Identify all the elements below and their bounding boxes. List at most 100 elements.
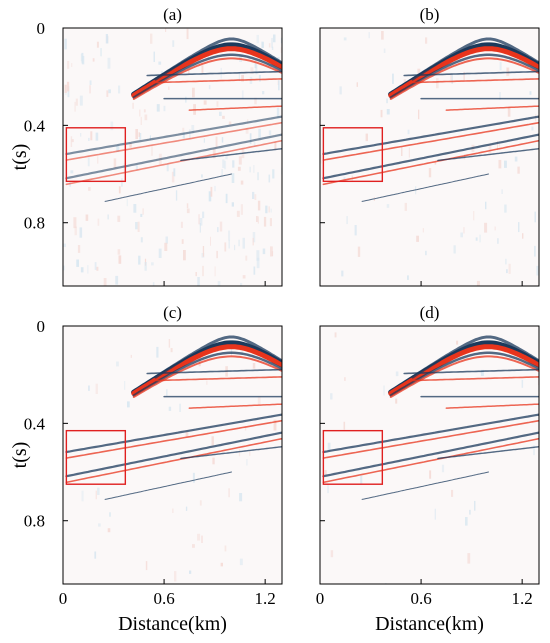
noise-speckle (271, 46, 274, 50)
noise-speckle (63, 265, 65, 271)
noise-speckle (441, 464, 445, 473)
noise-speckle (533, 445, 535, 456)
noise-speckle (133, 204, 137, 213)
noise-speckle (507, 106, 511, 117)
y-tick-label: 0 (37, 19, 46, 38)
noise-speckle (87, 265, 89, 274)
noise-speckle (109, 512, 111, 517)
noise-speckle (265, 205, 268, 214)
reflection-event (411, 376, 539, 382)
noise-speckle (139, 109, 141, 117)
noise-speckle (330, 393, 333, 400)
noise-speckle (107, 528, 111, 533)
noise-speckle (250, 67, 254, 74)
noise-speckle (522, 233, 524, 239)
noise-speckle (269, 218, 272, 227)
noise-speckle (254, 97, 257, 105)
noise-speckle (451, 74, 453, 84)
noise-speckle (135, 129, 138, 139)
noise-speckle (469, 509, 471, 515)
noise-speckle (271, 37, 273, 48)
noise-speckle (144, 262, 147, 271)
noise-speckle (88, 187, 91, 191)
noise-speckle (121, 178, 123, 187)
noise-speckle (339, 86, 342, 95)
noise-speckle (115, 275, 119, 285)
noise-speckle (182, 127, 185, 132)
noise-speckle (278, 80, 280, 91)
noise-speckle (208, 191, 212, 202)
reflection-event (180, 446, 282, 460)
noise-speckle (211, 436, 214, 446)
noise-speckle (497, 238, 499, 244)
noise-speckle (108, 89, 111, 94)
noise-speckle (67, 61, 70, 69)
reflection-event (180, 148, 282, 162)
noise-speckle (232, 160, 235, 168)
y-axis-label: t(s) (9, 144, 31, 171)
noise-speckle (156, 346, 159, 358)
noise-speckle (247, 119, 249, 124)
x-axis-label: Distance(km) (118, 613, 227, 635)
noise-speckle (274, 141, 277, 150)
noise-speckle (252, 191, 255, 199)
noise-speckle (166, 389, 168, 396)
noise-speckle (198, 357, 201, 367)
noise-speckle (201, 65, 204, 73)
noise-speckle (256, 216, 258, 222)
axes-frame (62, 325, 283, 585)
noise-speckle (70, 170, 74, 174)
noise-speckle (241, 90, 244, 100)
noise-speckle (95, 383, 98, 394)
highlight-box (65, 127, 127, 183)
y-tick-label: 0.8 (24, 512, 45, 531)
noise-speckle (142, 208, 144, 215)
noise-speckle (127, 401, 130, 408)
panel-a: 0 0.4 0.8 (a) t(s) (9, 5, 283, 287)
noise-speckle (221, 169, 223, 177)
noise-speckle (217, 227, 219, 233)
noise-speckle (180, 221, 183, 228)
noise-speckle (498, 159, 502, 169)
noise-speckle (242, 275, 246, 279)
reflection-event (65, 437, 282, 484)
reflection-event (146, 70, 282, 77)
noise-speckle (354, 225, 357, 236)
noise-speckle (118, 186, 121, 194)
noise-speckle (261, 41, 264, 48)
noise-speckle (240, 283, 243, 286)
noise-speckle (216, 101, 219, 107)
noise-speckle (244, 426, 247, 431)
noise-speckle (97, 487, 100, 495)
noise-speckle (105, 34, 108, 44)
noise-speckle (228, 239, 230, 249)
noise-speckle (253, 165, 255, 173)
noise-speckle (210, 186, 213, 197)
x-tick-label: 0 (59, 589, 68, 608)
noise-speckle (64, 84, 67, 93)
noise-speckle (151, 146, 153, 156)
noise-speckle (192, 87, 195, 98)
noise-speckle (327, 442, 331, 451)
noise-speckle (143, 109, 146, 113)
noise-speckle (80, 133, 82, 137)
noise-speckle (94, 262, 97, 270)
reflection-event (132, 57, 282, 100)
reflection-event (154, 37, 282, 81)
reflection-event (65, 413, 282, 454)
noise-speckle (94, 551, 97, 559)
reflection-event (389, 355, 539, 398)
reflection-event (65, 121, 282, 161)
noise-speckle (89, 80, 92, 85)
noise-speckle (202, 246, 205, 257)
reflection-event (104, 173, 232, 202)
reflection-event (411, 335, 539, 379)
noise-speckle (240, 180, 244, 185)
noise-speckle (504, 204, 507, 213)
noise-speckle (222, 159, 225, 168)
noise-speckle (144, 114, 148, 121)
noise-speckle (474, 500, 476, 511)
noise-speckle (268, 206, 270, 213)
noise-speckle (197, 277, 200, 286)
reflection-event (437, 446, 539, 460)
